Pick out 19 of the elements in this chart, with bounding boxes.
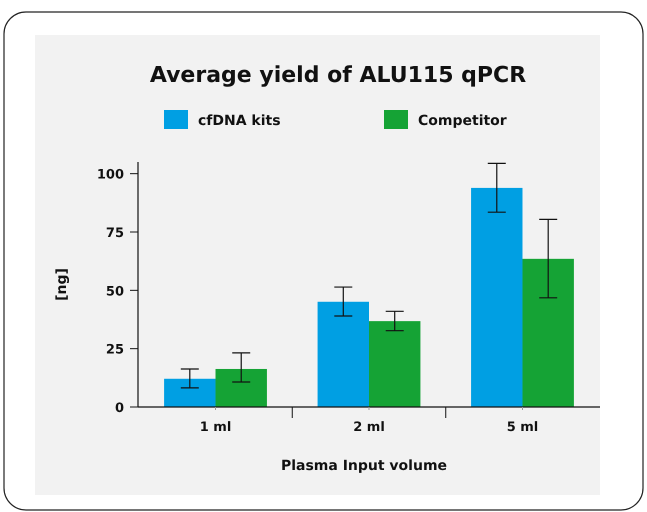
y-tick-label: 50 xyxy=(106,284,124,300)
y-tick-label: 25 xyxy=(106,342,124,358)
bar xyxy=(164,378,216,407)
chart-title: Average yield of ALU115 qPCR xyxy=(150,63,526,88)
bar xyxy=(369,321,420,407)
bar xyxy=(318,302,369,407)
bar xyxy=(471,188,522,407)
bar xyxy=(216,368,267,407)
y-tick-label: 0 xyxy=(114,401,124,416)
bar xyxy=(522,258,574,407)
x-tick-label: 2 ml xyxy=(353,420,385,435)
x-tick-label: 1 ml xyxy=(200,420,232,435)
x-axis-title: Plasma Input volume xyxy=(280,458,448,474)
x-tick-label: 5 ml xyxy=(506,420,538,435)
y-axis-title: [ng] xyxy=(54,268,70,301)
legend-label: cfDNA kits xyxy=(198,113,281,129)
y-tick-label: 75 xyxy=(106,226,124,241)
y-tick-label: 100 xyxy=(96,168,124,183)
legend-label: Competitor xyxy=(418,113,507,129)
